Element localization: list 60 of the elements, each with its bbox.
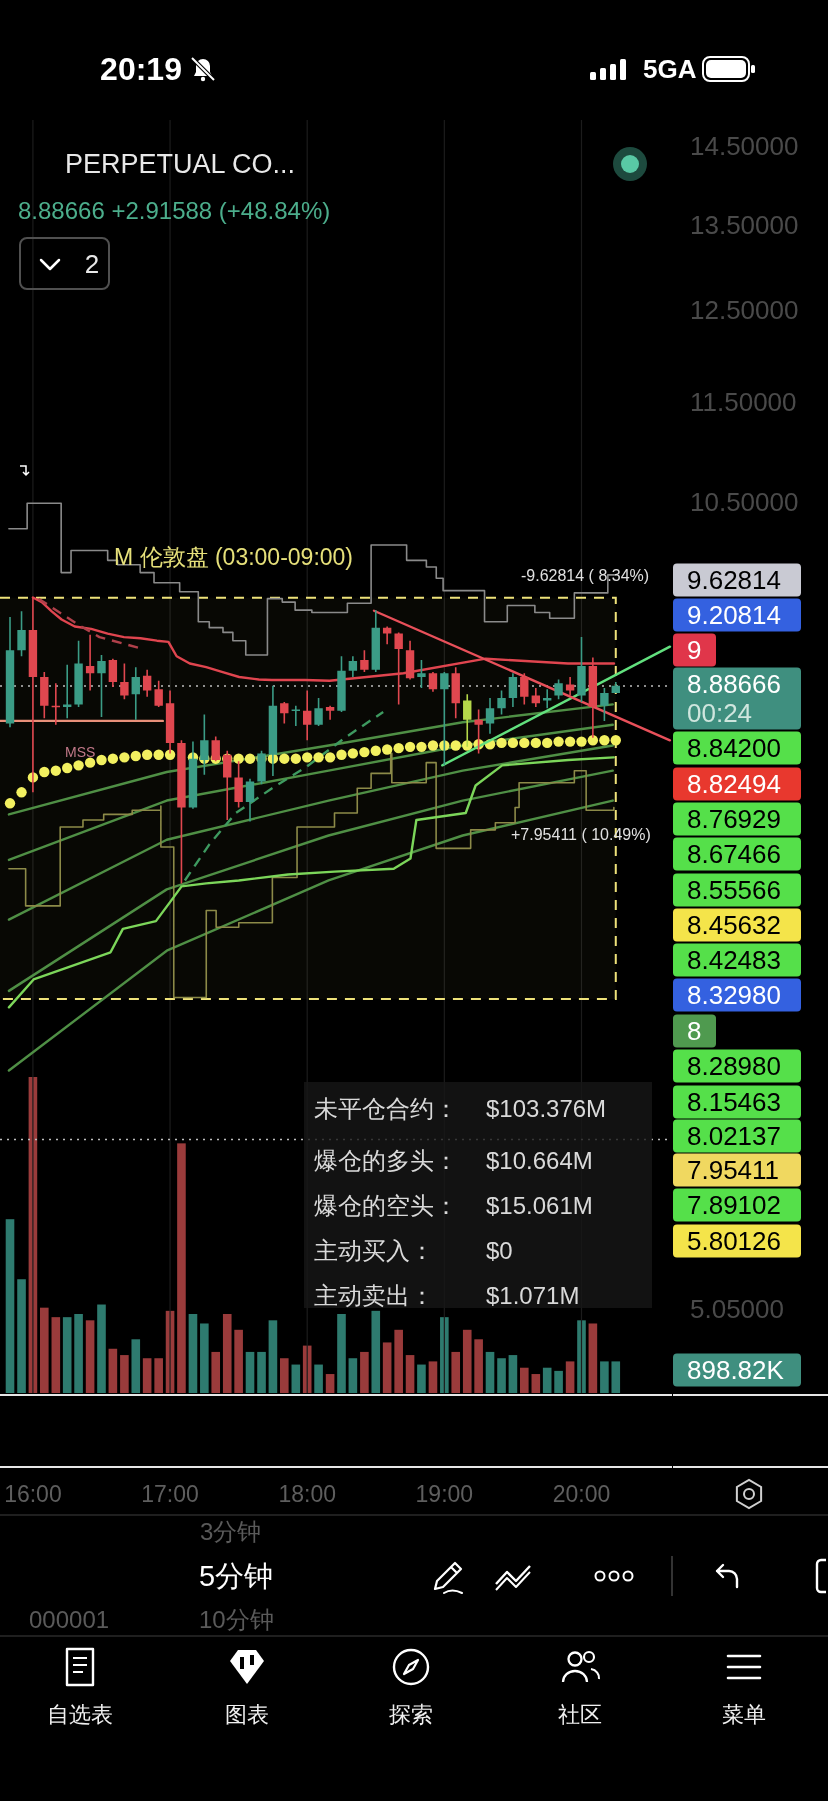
text: 8.45632	[687, 910, 781, 940]
x-tick-label: 19:00	[415, 1481, 474, 1507]
annotation: 未平仓合约：	[314, 1094, 458, 1122]
text: 8.02137	[687, 1121, 781, 1151]
annotation: 爆仓的多头：	[314, 1146, 458, 1174]
annotation: 主动买入：	[314, 1236, 434, 1264]
y-tick-label: 11.50000	[690, 386, 797, 417]
text: 10分钟	[199, 1605, 274, 1633]
text: 8.32980	[687, 980, 781, 1010]
text: 图表	[225, 1701, 269, 1727]
text: 8.84200	[687, 733, 781, 763]
text: 8.82494	[687, 769, 781, 799]
text: 8.76929	[687, 804, 781, 834]
annotation: 主动卖出：	[314, 1281, 434, 1309]
y-tick-label: 10.50000	[690, 487, 799, 518]
text: 898.82K	[687, 1355, 785, 1385]
text: 8	[687, 1016, 702, 1046]
text: 00:24	[687, 698, 753, 728]
y-tick-label: 13.50000	[690, 210, 799, 241]
x-tick-label: 16:00	[4, 1481, 62, 1507]
text: 5.80126	[687, 1226, 781, 1256]
text: 8.88666	[687, 669, 781, 699]
text: 探索	[389, 1701, 433, 1727]
text: 7.95411	[687, 1155, 780, 1185]
text: 8.28980	[687, 1051, 781, 1081]
text: 7.89102	[687, 1190, 781, 1220]
text: PERPETUAL CO...	[65, 149, 296, 179]
text: 8.67466	[687, 839, 781, 869]
text: 8.42483	[687, 945, 781, 975]
annotation: $103.376M	[486, 1094, 607, 1122]
text: 自选表	[47, 1701, 113, 1727]
annotation: M 伦敦盘 (03:00-09:00)	[114, 544, 354, 570]
annotation: $10.664M	[486, 1146, 593, 1174]
text: 000001	[29, 1605, 110, 1633]
annotation: 爆仓的空头：	[314, 1191, 458, 1219]
text: 8.55566	[687, 875, 781, 905]
x-tick-label: 20:00	[552, 1481, 611, 1507]
text: 9	[687, 635, 702, 665]
annotation: $0	[486, 1236, 513, 1264]
annotation: MSS	[65, 744, 96, 760]
x-tick-label: 18:00	[278, 1481, 336, 1507]
text: 5分钟	[199, 1560, 274, 1592]
text: 8.15463	[687, 1087, 781, 1117]
annotation: 2	[84, 249, 100, 279]
annotation: +7.95411 ( 10.49%)	[511, 825, 651, 843]
annotation: -9.62814 ( 8.34%)	[521, 566, 650, 584]
text: 3分钟	[200, 1517, 262, 1545]
annotation: $1.071M	[486, 1281, 580, 1309]
text: 菜单	[722, 1701, 766, 1727]
text: 5GA	[643, 54, 697, 84]
text: 9.20814	[687, 600, 781, 630]
y-tick-label: 14.50000	[690, 131, 799, 162]
y-tick-label: 12.50000	[690, 294, 799, 325]
text: 社区	[558, 1701, 602, 1727]
text: 8.88666 +2.91588 (+48.84%)	[18, 196, 331, 224]
text: 9.62814	[687, 565, 781, 595]
y-tick-label: 5.05000	[690, 1294, 784, 1325]
text: 20:19	[100, 51, 182, 87]
annotation: $15.061M	[486, 1191, 593, 1219]
x-tick-label: 17:00	[141, 1481, 199, 1507]
